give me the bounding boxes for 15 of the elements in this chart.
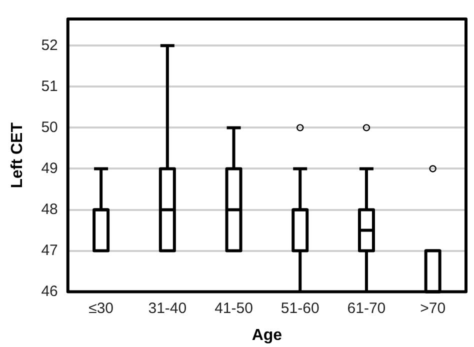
y-tick-label: 47 — [41, 242, 58, 259]
y-tick-label: 46 — [41, 282, 58, 300]
x-tick-label: >70 — [420, 300, 446, 317]
y-tick-label: 48 — [41, 200, 58, 218]
y-tick-label: 50 — [41, 118, 58, 136]
x-tick-label: ≤30 — [88, 300, 114, 317]
x-tick-label: 51-60 — [280, 300, 320, 317]
y-tick-label: 51 — [41, 78, 58, 95]
x-tick-label: 31-40 — [148, 300, 187, 317]
x-tick-label: 61-70 — [347, 300, 386, 317]
y-tick-label: 52 — [41, 36, 58, 54]
y-axis-title: Left CET — [9, 122, 26, 188]
x-axis-title: Age — [252, 326, 282, 344]
y-tick-label: 49 — [41, 160, 58, 177]
x-tick-label: 41-50 — [214, 300, 253, 317]
